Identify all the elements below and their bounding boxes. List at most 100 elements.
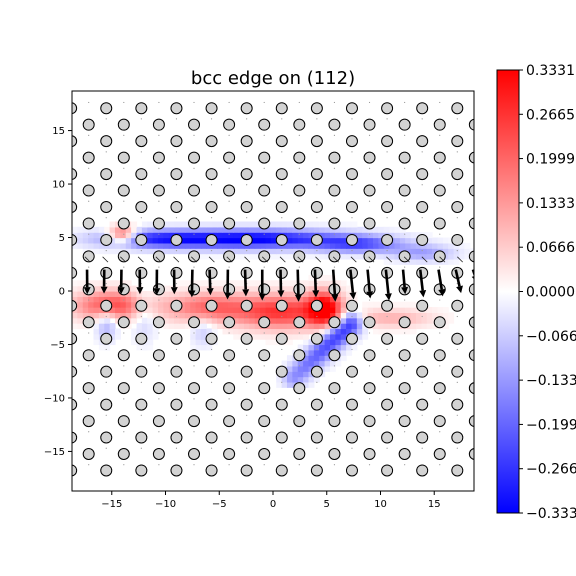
atom xyxy=(451,464,464,477)
y-tick-label: −5 xyxy=(50,340,65,351)
heatmap-cell xyxy=(163,323,170,330)
minor-displacement-dot xyxy=(439,167,441,169)
atom xyxy=(557,399,568,410)
minor-displacement-dot xyxy=(158,398,160,400)
minor-displacement-dot xyxy=(492,316,493,317)
heatmap-cell xyxy=(432,258,439,265)
heatmap-cell xyxy=(82,301,89,308)
heatmap-cell xyxy=(217,296,224,303)
heatmap-cell xyxy=(410,237,417,244)
displacement-arrow xyxy=(366,269,374,299)
atom xyxy=(522,432,533,443)
heatmap-cell xyxy=(184,317,191,324)
heatmap-cell xyxy=(313,323,320,330)
glide-mark xyxy=(297,256,304,263)
heatmap-cell xyxy=(303,344,310,351)
heatmap-cell xyxy=(265,291,272,297)
heatmap-cell xyxy=(281,221,288,228)
heatmap-cell xyxy=(389,328,396,335)
heatmap-cell xyxy=(378,323,385,330)
atom xyxy=(152,217,165,230)
heatmap-cell xyxy=(77,317,84,324)
arrow-head xyxy=(136,287,144,295)
heatmap-cell xyxy=(308,355,315,362)
heatmap-cell xyxy=(324,248,331,255)
heatmap-cell xyxy=(238,253,245,260)
heatmap-cell xyxy=(308,381,315,388)
heatmap-cell xyxy=(324,312,331,319)
heatmap-cell xyxy=(93,232,100,239)
atom xyxy=(540,218,551,229)
heatmap-cell xyxy=(372,226,379,233)
heatmap-cell xyxy=(222,307,229,313)
minor-displacement-dot xyxy=(492,448,493,449)
minor-displacement-dot xyxy=(439,431,441,433)
displacement-arrow xyxy=(454,269,463,294)
minor-displacement-dot xyxy=(562,316,563,317)
heatmap-cell xyxy=(469,248,474,255)
heatmap-cell xyxy=(222,328,229,335)
minor-displacement-dot xyxy=(368,134,371,136)
heatmap-cell xyxy=(93,317,100,324)
heatmap-cell xyxy=(179,317,186,324)
atom xyxy=(328,151,341,164)
heatmap-cell xyxy=(200,237,207,244)
minor-displacement-dot xyxy=(333,431,336,433)
heatmap-cell xyxy=(120,301,127,308)
heatmap-cell xyxy=(88,312,95,319)
minor-displacement-dot xyxy=(404,200,406,202)
atom xyxy=(135,431,148,444)
heatmap-cell xyxy=(383,248,390,255)
heatmap-cell xyxy=(260,237,267,244)
atom xyxy=(82,382,95,395)
minor-displacement-dot xyxy=(298,464,300,466)
atom xyxy=(135,365,148,378)
heatmap-cell xyxy=(157,226,164,233)
minor-displacement-dot xyxy=(368,431,371,433)
heatmap-cell xyxy=(297,360,304,367)
heatmap-cell xyxy=(286,221,293,228)
heatmap-cell xyxy=(372,248,379,255)
heatmap-cell xyxy=(410,242,417,249)
heatmap-cell xyxy=(200,317,207,324)
heatmap-cell xyxy=(415,242,422,249)
minor-displacement-dot xyxy=(105,151,107,153)
displacement-arrow xyxy=(83,269,91,295)
heatmap-cell xyxy=(136,226,143,233)
minor-displacement-dot xyxy=(193,134,195,136)
atom xyxy=(398,217,411,230)
heatmap-cell xyxy=(243,323,250,330)
heatmap-cell xyxy=(410,317,417,324)
heatmap-cell xyxy=(437,307,444,313)
displacement-arrow xyxy=(206,269,214,296)
colorbar-tick-label: 0.2665 xyxy=(526,107,575,123)
atom xyxy=(293,349,306,362)
atom xyxy=(381,168,394,181)
minor-displacement-dot xyxy=(263,200,265,202)
atom xyxy=(135,299,148,312)
atom xyxy=(345,168,358,181)
atom xyxy=(258,151,271,164)
heatmap-cell xyxy=(372,323,379,330)
heatmap-cell xyxy=(211,323,218,330)
heatmap-cell xyxy=(217,323,224,330)
heatmap-cell xyxy=(335,333,342,340)
heatmap-cell xyxy=(184,285,191,292)
heatmap-cell xyxy=(190,237,197,244)
heatmap-cell xyxy=(260,333,267,340)
heatmap-cell xyxy=(243,296,250,303)
heatmap-cell xyxy=(120,280,127,287)
heatmap-cell xyxy=(72,312,78,319)
atom xyxy=(310,365,323,378)
heatmap-cell xyxy=(410,253,417,260)
heatmap-cell xyxy=(421,248,428,255)
minor-displacement-dot xyxy=(158,134,160,136)
heatmap-cell xyxy=(168,248,175,255)
heatmap-cell xyxy=(152,301,159,308)
atom xyxy=(188,448,201,460)
heatmap-cell xyxy=(233,333,240,340)
heatmap-cell xyxy=(319,317,326,324)
heatmap-cell xyxy=(442,237,449,244)
heatmap-cell xyxy=(324,226,331,233)
heatmap-cell xyxy=(168,312,175,319)
